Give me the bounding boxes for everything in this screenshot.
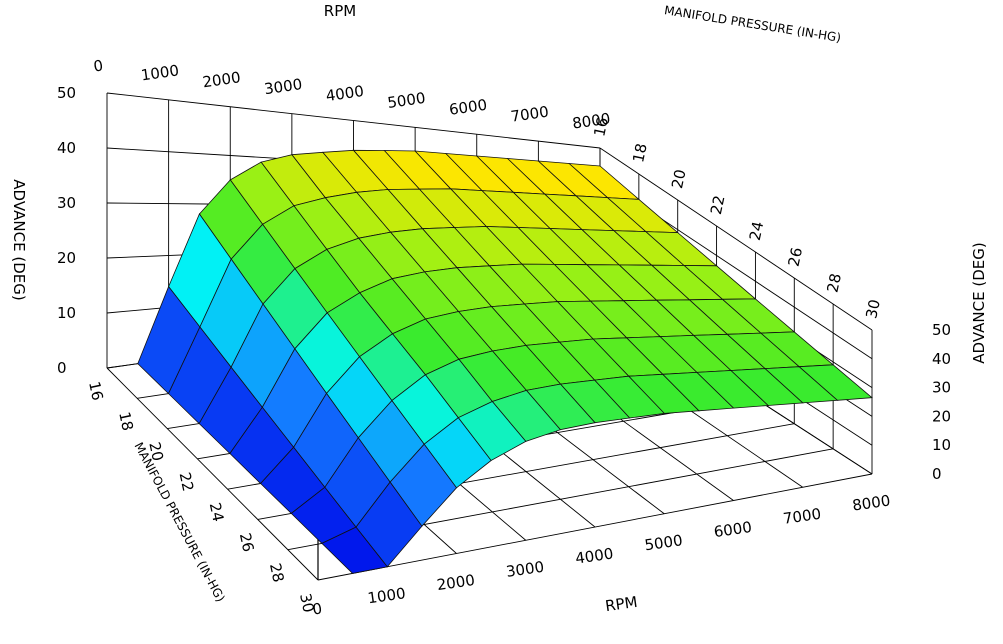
advance-tick-label-left: 40 xyxy=(57,139,76,157)
advance-tick-label-right: 50 xyxy=(932,321,951,339)
rpm-axis-title-top: RPM xyxy=(324,2,356,20)
advance-tick-label-left: 30 xyxy=(57,194,76,212)
rpm-tick-label-bottom: 1000 xyxy=(366,584,406,607)
map-axis-title-top: MANIFOLD PRESSURE (IN-HG) xyxy=(663,3,842,45)
rpm-tick-label-bottom: 8000 xyxy=(851,491,891,514)
rpm-tick-label-top: 7000 xyxy=(510,103,550,126)
rpm-tick-label-top: 2000 xyxy=(201,68,241,91)
advance-tick-label-right: 30 xyxy=(932,379,951,397)
floor-gridline-pressure xyxy=(317,473,873,581)
advance-tick-label-right: 20 xyxy=(932,407,951,425)
rpm-tick-label-bottom: 5000 xyxy=(643,531,683,554)
pressure-tick-label-left: 18 xyxy=(115,410,137,432)
advance-tick-label-left: 0 xyxy=(57,359,67,377)
pressure-tick-label-right: 24 xyxy=(746,220,768,242)
side-wall-gridline-advance xyxy=(599,147,873,331)
rpm-tick-label-bottom: 3000 xyxy=(505,558,545,581)
advance-axis-title-right: ADVANCE (DEG) xyxy=(970,242,988,363)
pressure-tick-label-left: 30 xyxy=(296,592,318,614)
advance-tick-label-right: 40 xyxy=(932,350,951,368)
pressure-tick-label-right: 28 xyxy=(823,272,845,294)
rpm-tick-label-top: 6000 xyxy=(448,96,488,119)
pressure-tick-label-right: 26 xyxy=(785,246,807,268)
pressure-tick-label-left: 24 xyxy=(206,501,228,523)
pressure-tick-label-left: 22 xyxy=(176,471,198,493)
surface-layer xyxy=(137,149,874,574)
rpm-tick-label-top: 8000 xyxy=(571,109,611,132)
rpm-tick-label-bottom: 0 xyxy=(311,599,323,618)
surface-cell xyxy=(321,526,389,574)
rpm-tick-label-bottom: 2000 xyxy=(436,571,476,594)
rpm-tick-label-bottom: 7000 xyxy=(782,505,822,528)
advance-tick-label-left: 10 xyxy=(57,304,76,322)
rpm-tick-label-top: 5000 xyxy=(386,89,426,112)
rpm-tick-label-top: 4000 xyxy=(325,82,365,105)
pressure-tick-label-right: 20 xyxy=(668,168,690,190)
advance-axis-title-left: ADVANCE (DEG) xyxy=(10,179,28,300)
floor-gridline-rpm xyxy=(106,367,319,581)
advance-tick-label-right: 10 xyxy=(932,436,951,454)
rpm-tick-label-bottom: 6000 xyxy=(713,518,753,541)
back-wall-gridline-advance xyxy=(106,92,601,149)
pressure-tick-label-left: 28 xyxy=(266,561,288,583)
pressure-tick-label-right: 22 xyxy=(707,194,729,216)
pressure-tick-label-right: 16 xyxy=(590,116,612,138)
advance-tick-label-left: 20 xyxy=(57,249,76,267)
rpm-axis-title-bottom: RPM xyxy=(604,593,639,615)
rpm-tick-label-top: 0 xyxy=(92,56,104,75)
pressure-tick-label-right: 18 xyxy=(629,142,651,164)
pressure-tick-label-left: 16 xyxy=(85,380,107,402)
pressure-tick-label-left: 26 xyxy=(236,531,258,553)
pressure-tick-label-right: 30 xyxy=(862,298,884,320)
advance-tick-label-right: 0 xyxy=(932,465,942,483)
rpm-tick-label-top: 3000 xyxy=(263,75,303,98)
rpm-tick-label-bottom: 4000 xyxy=(574,544,614,567)
advance-tick-label-left: 50 xyxy=(57,84,76,102)
rpm-tick-label-top: 1000 xyxy=(140,61,180,84)
pressure-tick-label-left: 20 xyxy=(145,440,167,462)
